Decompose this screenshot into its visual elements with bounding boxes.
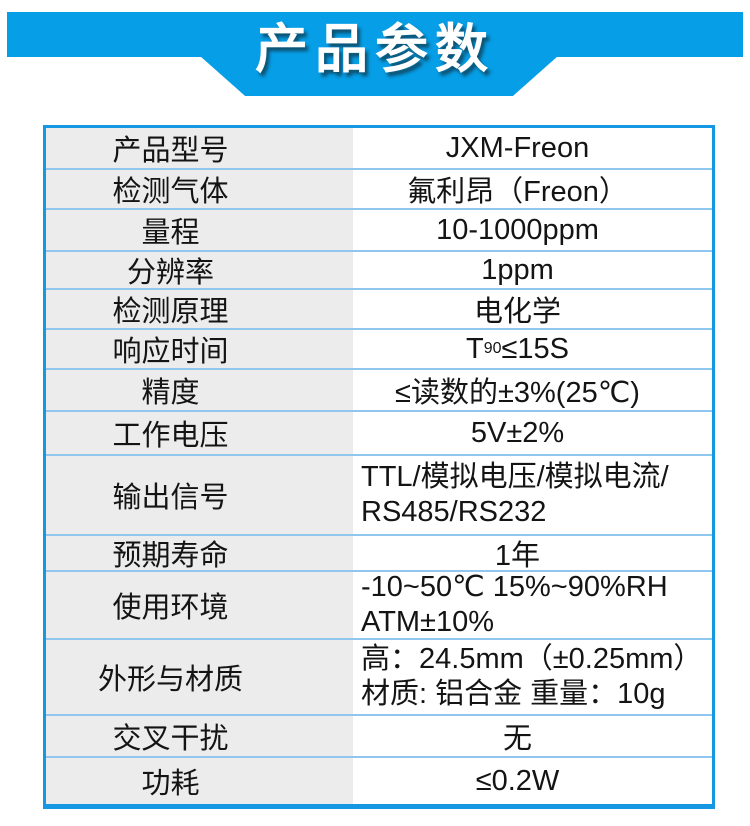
spec-label: 量程 <box>46 210 353 250</box>
table-row: 功耗 ≤0.2W <box>46 756 712 804</box>
spec-value: 1年 <box>353 536 712 572</box>
spec-label: 输出信号 <box>46 456 353 534</box>
product-params-banner: 产品参数 <box>0 0 750 100</box>
table-row: 使用环境 -10~50℃ 15%~90%RH ATM±10% <box>46 570 712 638</box>
spec-value: 高：24.5mm（±0.25mm） 材质: 铝合金 重量：10g <box>353 640 712 714</box>
table-row: 量程 10-1000ppm <box>46 208 712 250</box>
spec-label: 分辨率 <box>46 252 353 289</box>
table-row: 交叉干扰无 <box>46 714 712 756</box>
spec-label: 外形与材质 <box>46 640 353 714</box>
value-prefix: T <box>466 332 484 365</box>
table-row: 产品型号 JXM-Freon <box>46 128 712 168</box>
table-row: 输出信号 TTL/模拟电压/模拟电流/RS485/RS232 <box>46 454 712 534</box>
spec-value: T 90 ≤15S <box>353 330 712 368</box>
spec-value: 无 <box>353 716 712 756</box>
spec-value-line: TTL/模拟电压/模拟电流/ <box>361 461 669 493</box>
banner-trapezoid <box>200 56 558 96</box>
spec-value-line: RS485/RS232 <box>361 496 547 528</box>
table-row: 检测气体 氟利昂（Freon） <box>46 168 712 208</box>
spec-value: ≤读数的±3%(25℃) <box>353 370 712 410</box>
spec-label: 功耗 <box>46 758 353 804</box>
spec-value: 电化学 <box>353 290 712 328</box>
spec-value-line: -10~50℃ 15%~90%RH <box>361 571 668 603</box>
spec-label: 产品型号 <box>46 128 353 168</box>
spec-label: 响应时间 <box>46 330 353 368</box>
spec-value: -10~50℃ 15%~90%RH ATM±10% <box>353 571 712 638</box>
value-suffix: ≤15S <box>501 332 569 365</box>
table-row: 响应时间 T 90 ≤15S <box>46 328 712 368</box>
spec-value: 5V±2% <box>353 412 712 454</box>
spec-label: 检测气体 <box>46 170 353 208</box>
spec-label: 交叉干扰 <box>46 716 353 756</box>
table-row: 外形与材质 高：24.5mm（±0.25mm） 材质: 铝合金 重量：10g <box>46 638 712 714</box>
spec-table: 产品型号 JXM-Freon 检测气体 氟利昂（Freon） 量程 10-1000ppm 分… <box>43 125 715 809</box>
spec-value: 1ppm <box>353 252 712 288</box>
table-row: 检测原理 电化学 <box>46 288 712 328</box>
spec-label: 精度 <box>46 370 353 410</box>
spec-value: 10-1000ppm <box>353 210 712 250</box>
spec-label: 检测原理 <box>46 290 353 328</box>
table-row: 精度 ≤读数的±3%(25℃) <box>46 368 712 410</box>
table-row: 工作电压 5V±2% <box>46 410 712 454</box>
page-title: 产品参数 <box>255 20 495 79</box>
spec-label: 预期寿命 <box>46 536 353 572</box>
spec-value: ≤0.2W <box>353 758 712 804</box>
spec-value-line: 高：24.5mm（±0.25mm） <box>361 643 703 675</box>
spec-value: 氟利昂（Freon） <box>353 170 712 208</box>
table-row: 分辨率 1ppm <box>46 250 712 289</box>
banner-blue-bar <box>7 12 743 57</box>
spec-value-line: ATM±10% <box>361 606 495 638</box>
spec-value: JXM-Freon <box>353 128 712 168</box>
spec-label: 使用环境 <box>46 572 353 638</box>
spec-value-line: 材质: 铝合金 重量：10g <box>361 678 666 710</box>
spec-value: TTL/模拟电压/模拟电流/RS485/RS232 <box>353 456 712 534</box>
table-row: 预期寿命 1年 <box>46 534 712 572</box>
spec-label: 工作电压 <box>46 412 353 454</box>
